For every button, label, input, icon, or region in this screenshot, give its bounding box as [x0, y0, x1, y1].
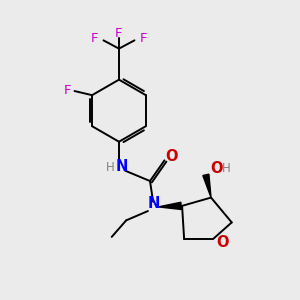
- Text: F: F: [140, 32, 148, 45]
- Text: H: H: [106, 161, 115, 174]
- Text: N: N: [116, 159, 128, 174]
- Text: O: O: [210, 161, 223, 176]
- Text: F: F: [64, 83, 71, 97]
- Polygon shape: [203, 174, 211, 198]
- Text: N: N: [148, 196, 160, 211]
- Polygon shape: [158, 202, 181, 209]
- Text: F: F: [115, 27, 123, 40]
- Text: O: O: [166, 149, 178, 164]
- Text: H: H: [222, 162, 231, 175]
- Text: O: O: [216, 235, 229, 250]
- Text: F: F: [90, 32, 98, 45]
